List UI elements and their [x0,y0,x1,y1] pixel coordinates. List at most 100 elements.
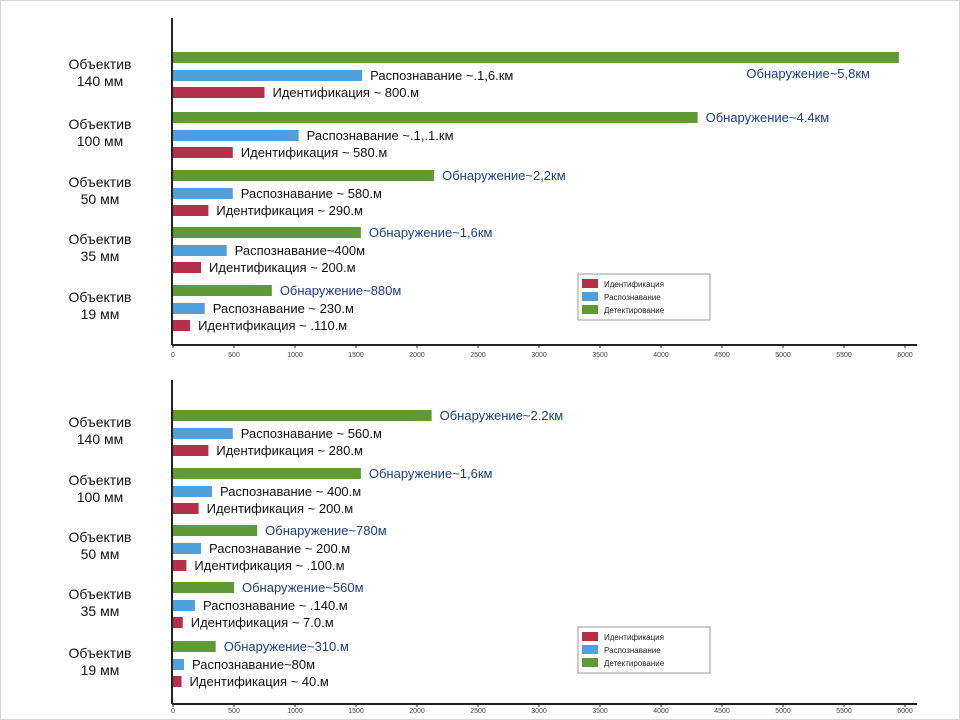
x-tick-label: 6000 [897,708,913,715]
group-label-line2: 35 мм [81,248,120,264]
group-label-line1: Объектив [69,529,132,545]
group-label-line1: Объектив [69,174,132,190]
bar-rec [173,600,195,611]
x-tick-label: 2000 [409,352,425,359]
bar-det [173,410,432,421]
group-label-line1: Объектив [69,414,132,430]
legend-swatch [582,632,598,641]
x-tick-label: 0 [171,352,175,359]
bar-label-rec: Распознавание ~ .140.м [203,598,348,613]
group-label-line1: Объектив [69,56,132,72]
x-tick-label: 3500 [592,708,608,715]
group-label-line1: Объектив [69,472,132,488]
group-label-line2: 50 мм [81,546,120,562]
legend-swatch [582,658,598,667]
bar-rec [173,543,202,554]
x-tick-label: 5500 [836,708,852,715]
group-label-line2: 50 мм [81,191,120,207]
x-tick-label: 3000 [531,352,547,359]
x-tick-label: 2500 [470,352,486,359]
bar-rec [173,70,363,81]
bar-rec [173,428,233,439]
bar-det [173,582,234,593]
bar-det [173,112,698,123]
bar-label-rec: Распознавание ~ 580.м [241,186,382,201]
bar-label-ide: Идентификация ~ .100.м [194,558,344,573]
bar-label-det: Обнаружение~1,6км [369,225,493,240]
x-tick-label: 4000 [653,708,669,715]
bar-label-det: Обнаружение~2.2км [440,408,564,423]
x-tick-label: 2500 [470,708,486,715]
x-tick-label: 4500 [714,352,730,359]
bar-rec [173,130,299,141]
bar-label-det: Обнаружение~1,6км [369,466,493,481]
x-tick-label: 0 [171,708,175,715]
x-tick-label: 5000 [775,352,791,359]
bar-rec [173,486,213,497]
x-tick-label: 3500 [592,352,608,359]
x-tick-label: 1500 [348,352,364,359]
x-tick-label: 4500 [714,708,730,715]
bar-label-det: Обнаружение~880м [280,283,402,298]
bar-label-rec: Распознавание ~ 560.м [241,426,382,441]
bar-rec [173,303,205,314]
bar-label-ide: Идентификация ~ .110.м [198,318,347,333]
bar-label-ide: Идентификация ~ 40.м [190,674,329,689]
legend-label: Идентификация [604,280,664,289]
bar-label-ide: Идентификация ~ 580.м [241,145,388,160]
bar-det [173,52,899,63]
bar-det [173,227,361,238]
legend-swatch [582,305,598,314]
bar-label-ide: Идентификация ~ 7.0.м [191,615,334,630]
x-tick-label: 4000 [653,352,669,359]
bar-det [173,285,272,296]
bar-label-ide: Идентификация ~ 280.м [216,443,363,458]
bar-label-rec: Распознавание~400м [235,243,365,258]
bar-det [173,641,216,652]
legend-swatch [582,292,598,301]
bar-label-ide: Идентификация ~ 200.м [207,501,354,516]
bar-rec [173,245,227,256]
bar-label-det: Обнаружение~2,2км [442,168,566,183]
group-label-line2: 140 мм [77,431,124,447]
bar-rec [173,188,233,199]
x-tick-label: 3000 [531,708,547,715]
bar-det [173,468,361,479]
bar-label-det: Обнаружение~310.м [224,639,349,654]
group-label-line2: 140 мм [77,73,124,89]
bar-ide [173,676,182,687]
bar-label-ide: Идентификация ~ 200.м [209,260,356,275]
group-label-line2: 100 мм [77,489,124,505]
x-tick-label: 500 [228,352,240,359]
legend-label: Распознавание [604,646,661,655]
bar-ide [173,320,191,331]
x-tick-label: 1500 [348,708,364,715]
bar-ide [173,560,187,571]
group-label-line1: Объектив [69,289,132,305]
bar-label-rec: Распознавание ~.1,.1.км [307,128,454,143]
legend-swatch [582,645,598,654]
bar-ide [173,445,209,456]
legend-swatch [582,279,598,288]
bar-label-rec: Распознавание ~ 400.м [220,484,361,499]
bar-det [173,170,435,181]
group-label-line1: Объектив [69,116,132,132]
bar-label-det: Обнаружение~5,8км [746,66,870,81]
group-label-line2: 100 мм [77,133,124,149]
bar-label-rec: Распознавание ~ 200.м [209,541,350,556]
bar-ide [173,503,199,514]
x-tick-label: 500 [228,708,240,715]
group-label-line1: Объектив [69,231,132,247]
bar-ide [173,262,202,273]
legend-label: Детектирование [604,659,665,668]
bar-label-ide: Идентификация ~ 290.м [216,203,363,218]
bar-label-det: Обнаружение~560м [242,580,364,595]
x-tick-label: 5000 [775,708,791,715]
legend-box [577,626,711,674]
x-tick-label: 1000 [287,352,303,359]
bar-label-rec: Распознавание ~.1,6.км [370,68,513,83]
bar-label-det: Обнаружение~780м [265,523,387,538]
x-tick-label: 5500 [836,352,852,359]
bar-label-rec: Распознавание ~ 230.м [213,301,354,316]
